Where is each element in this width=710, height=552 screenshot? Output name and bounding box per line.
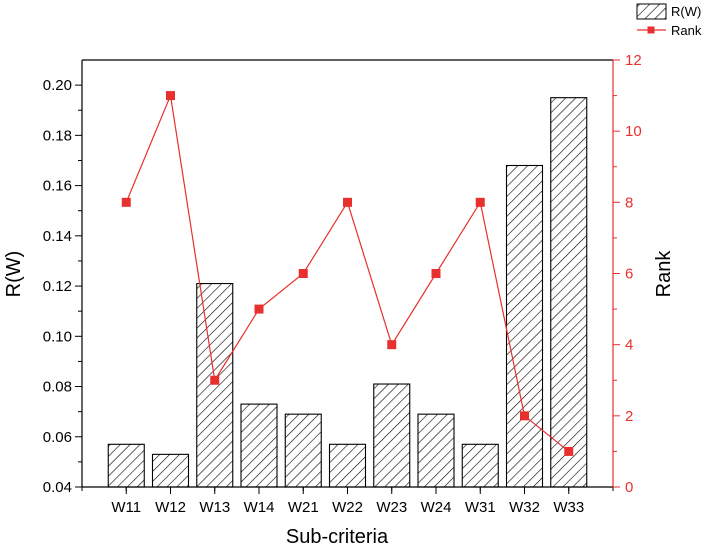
rank-point-w24 bbox=[431, 269, 441, 278]
rank-point-w13 bbox=[210, 375, 220, 385]
bar-w12 bbox=[151, 453, 190, 488]
x-tick-label: W33 bbox=[553, 499, 584, 516]
y-tick-label: 0.16 bbox=[43, 178, 72, 195]
rank-point-w14 bbox=[254, 304, 264, 314]
x-tick-label: W14 bbox=[244, 499, 275, 516]
y2-tick-label: 12 bbox=[625, 52, 642, 69]
y-right-ticks-layer: 0 2 4 6 8 10 12 bbox=[613, 52, 642, 496]
x-tick-label: W32 bbox=[509, 499, 540, 516]
x-tick-label: W21 bbox=[288, 499, 319, 516]
y2-tick-label: 6 bbox=[625, 266, 633, 283]
y-tick-label: 0.08 bbox=[43, 379, 72, 396]
y2-tick-label: 0 bbox=[625, 479, 633, 496]
bar-w23 bbox=[373, 383, 411, 488]
bar-w32 bbox=[505, 164, 544, 488]
rank-point-w22 bbox=[343, 197, 352, 207]
x-tick-label: W13 bbox=[199, 499, 230, 516]
y-left-ticks-layer: 0.04 0.06 0.08 0.10 0.12 0.14 0.16 0.18 0.20 bbox=[43, 77, 82, 496]
y-tick-label: 0.12 bbox=[43, 278, 72, 295]
x-tick-label: W24 bbox=[421, 499, 452, 516]
legend-label-rw: R(W) bbox=[671, 4, 701, 19]
bar-w14 bbox=[240, 403, 278, 488]
x-tick-label: W23 bbox=[376, 499, 407, 516]
bars-layer bbox=[107, 97, 588, 488]
y2-tick-label: 10 bbox=[625, 123, 642, 140]
bar-w21 bbox=[284, 413, 322, 488]
rank-line-layer bbox=[121, 91, 574, 456]
x-tick-label: W31 bbox=[465, 499, 496, 516]
rank-line bbox=[125, 93, 570, 452]
rank-point-w32 bbox=[520, 411, 529, 421]
y-tick-label: 0.18 bbox=[43, 127, 72, 144]
rank-point-w21 bbox=[298, 269, 308, 278]
rank-point-w23 bbox=[387, 340, 397, 350]
x-tick-label: W22 bbox=[332, 499, 363, 516]
bar-w11 bbox=[107, 443, 145, 488]
bar-w33 bbox=[550, 97, 588, 488]
bar-w22 bbox=[328, 443, 367, 488]
rank-point-w12 bbox=[166, 91, 175, 101]
x-axis-title: Sub-criteria bbox=[286, 526, 389, 548]
y2-tick-label: 2 bbox=[625, 408, 633, 425]
bar-w13 bbox=[196, 282, 234, 488]
y-tick-label: 0.06 bbox=[43, 429, 72, 446]
y2-tick-label: 8 bbox=[625, 194, 633, 211]
y-tick-label: 0.20 bbox=[43, 77, 72, 94]
rank-point-w31 bbox=[475, 197, 485, 207]
y-tick-label: 0.04 bbox=[43, 479, 72, 496]
y-tick-label: 0.10 bbox=[43, 328, 72, 345]
legend: R(W) Rank bbox=[636, 3, 702, 38]
bar-w31 bbox=[461, 443, 499, 488]
y2-tick-label: 4 bbox=[625, 337, 633, 354]
bar-w24 bbox=[417, 413, 455, 488]
rank-point-w33 bbox=[564, 446, 574, 456]
legend-label-rank: Rank bbox=[671, 23, 702, 38]
y-tick-label: 0.14 bbox=[43, 228, 72, 245]
x-ticks-layer: W11 W12 W13 W14 W21 W22 W23 W24 W31 W32 W33 bbox=[81, 487, 614, 516]
y2-axis-title: Rank bbox=[653, 250, 675, 298]
rank-point-w11 bbox=[121, 197, 131, 207]
legend-swatch-rw bbox=[636, 3, 667, 20]
x-tick-label: W11 bbox=[111, 499, 141, 516]
x-tick-label: W12 bbox=[155, 499, 186, 516]
y-axis-title: R(W) bbox=[3, 251, 25, 298]
legend-marker-rank bbox=[647, 26, 655, 34]
